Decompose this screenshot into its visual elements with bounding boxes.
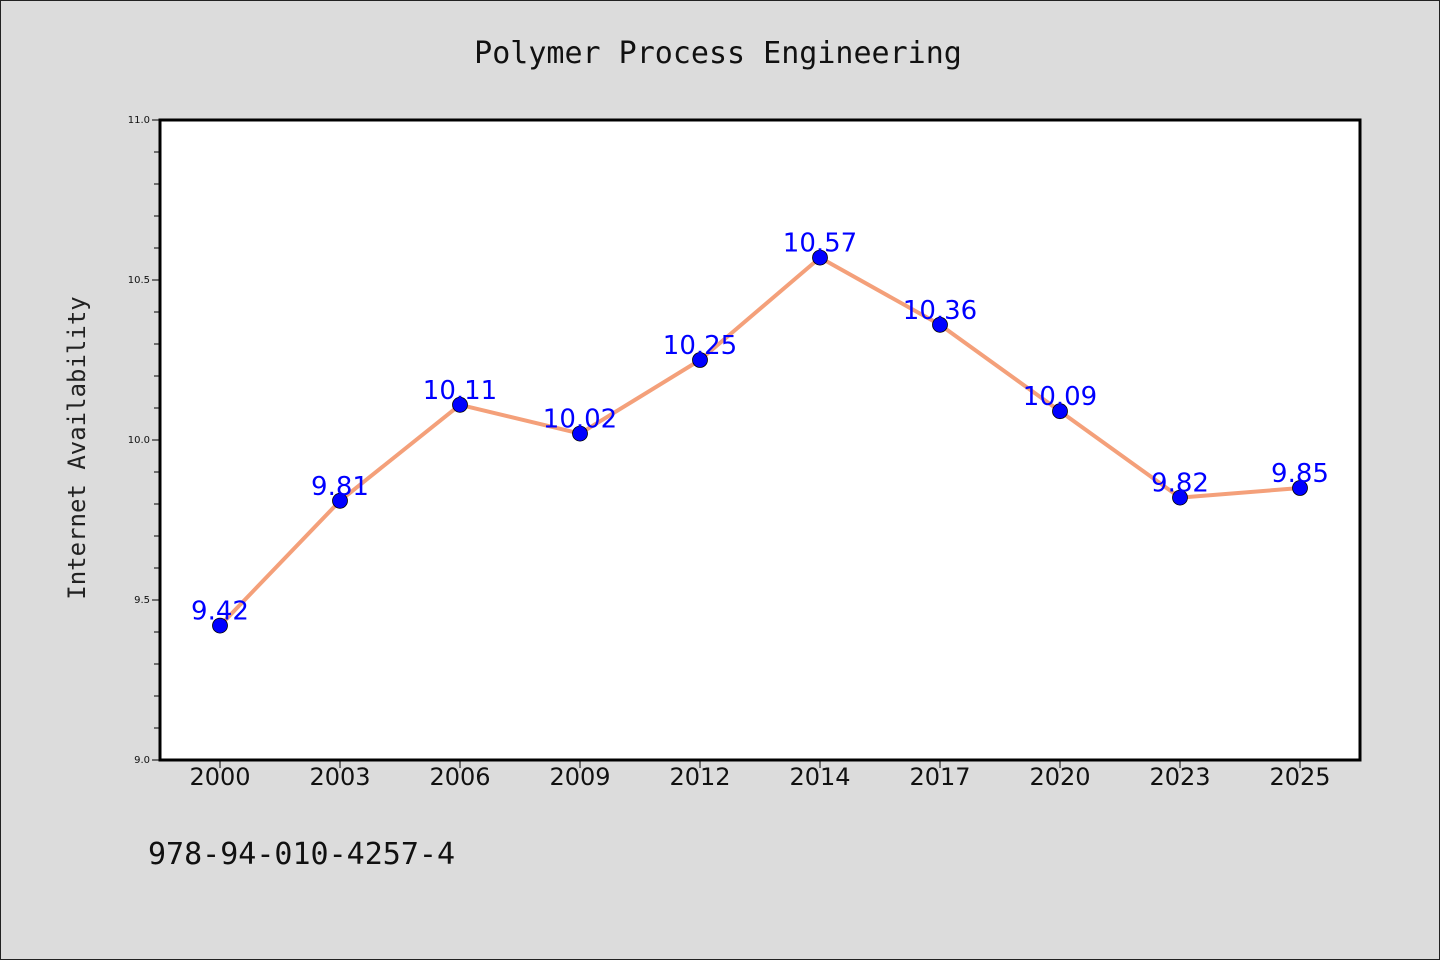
data-label: 10.02 — [543, 405, 617, 435]
data-point — [452, 396, 468, 413]
data-point — [1292, 480, 1308, 496]
x-tick-label: 2009 — [549, 763, 610, 791]
y-tick-label: 10.5 — [128, 275, 150, 286]
y-axis-label: Internet Availability — [63, 296, 91, 599]
y-tick-label: 10.0 — [128, 435, 150, 446]
data-point — [572, 425, 588, 442]
series-line — [218, 255, 1301, 627]
chart-title: Polymer Process Engineering — [474, 36, 962, 71]
x-tick-label: 2025 — [1269, 763, 1330, 791]
y-tick-label: 11.0 — [128, 115, 150, 126]
data-point — [332, 492, 348, 509]
data-point — [1052, 403, 1068, 420]
plot-area — [158, 118, 1362, 762]
data-label: 10.57 — [783, 229, 857, 259]
data-label: 9.81 — [311, 472, 369, 502]
data-point — [212, 617, 228, 634]
x-tick-label: 2006 — [429, 763, 490, 791]
x-axis-ticks: 2000 2003 2006 2009 2012 2014 2017 2020 2023 2025 — [189, 760, 1331, 791]
data-point — [812, 249, 828, 266]
y-tick-label: 9.5 — [134, 595, 150, 606]
x-tick-label: 2017 — [909, 763, 970, 791]
data-label: 10.25 — [663, 331, 737, 361]
data-markers — [212, 249, 1308, 634]
data-label: 9.82 — [1151, 469, 1209, 499]
data-label: 10.09 — [1023, 382, 1097, 412]
x-tick-label: 2012 — [669, 763, 730, 791]
footer-isbn: 978-94-010-4257-4 — [148, 837, 455, 872]
data-label: 10.36 — [903, 296, 977, 326]
data-point — [932, 316, 948, 333]
data-label: 9.85 — [1271, 459, 1329, 489]
data-point — [1172, 489, 1188, 506]
x-tick-label: 2023 — [1149, 763, 1210, 791]
data-point — [692, 352, 708, 368]
x-tick-label: 2000 — [189, 763, 250, 791]
data-label: 9.42 — [191, 597, 249, 627]
x-tick-label: 2014 — [789, 763, 850, 791]
y-axis-ticks: 9.0 9.5 10.0 10.5 11.0 — [128, 115, 160, 766]
data-label: 10.11 — [423, 376, 497, 406]
x-tick-label: 2020 — [1029, 763, 1090, 791]
y-tick-label: 9.0 — [134, 755, 150, 766]
x-tick-label: 2003 — [309, 763, 370, 791]
data-labels: 9.42 9.81 10.11 10.02 10.25 10.57 10.36 10.09 9.… — [191, 229, 1329, 627]
